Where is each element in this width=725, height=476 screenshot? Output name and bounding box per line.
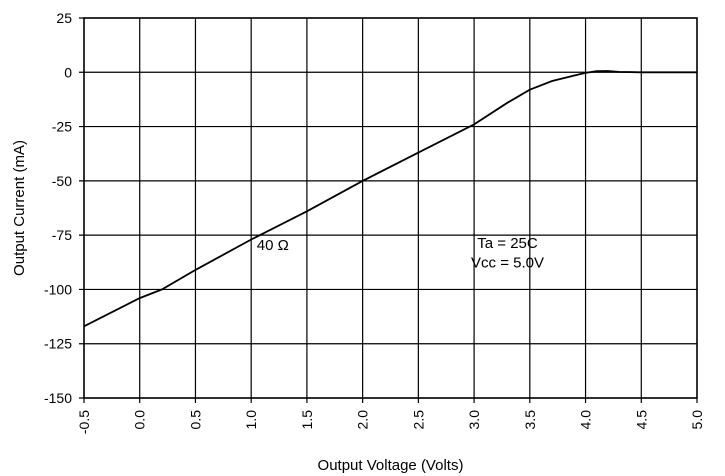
x-tick-label: -0.5 — [76, 410, 92, 434]
y-tick-label: -50 — [52, 173, 72, 189]
x-tick-label: 3.5 — [522, 410, 538, 430]
y-tick-label: -125 — [44, 336, 72, 352]
y-tick-label: -150 — [44, 390, 72, 406]
y-tick-label: 0 — [64, 64, 72, 80]
vcc-annotation: Vcc = 5.0V — [471, 255, 544, 272]
y-axis-label: Output Current (mA) — [11, 140, 28, 276]
x-tick-labels: -0.5 0.0 0.5 1.0 1.5 2.0 2.5 3.0 3.5 4.0 4.5 5.0 — [76, 410, 705, 434]
x-tick-label: 5.0 — [689, 410, 705, 430]
plot-frame — [83, 17, 698, 399]
y-tick-label: -100 — [44, 281, 72, 297]
resistance-annotation: 40 Ω — [257, 237, 289, 254]
x-tick-label: 0.0 — [132, 410, 148, 430]
x-tick-label: 1.0 — [243, 410, 259, 430]
x-tick-label: 2.0 — [355, 410, 371, 430]
x-axis-label: Output Voltage (Volts) — [318, 457, 464, 474]
x-tick-label: 4.5 — [633, 410, 649, 430]
series-line — [83, 70, 697, 328]
x-tick-label: 0.5 — [187, 410, 203, 430]
y-tick-label: -75 — [52, 227, 72, 243]
x-tick-label: 1.5 — [299, 410, 315, 430]
y-tick-label: -25 — [52, 119, 72, 135]
x-tick-label: 2.5 — [410, 410, 426, 430]
y-tick-labels: 25 0 -25 -50 -75 -100 -125 -150 — [44, 10, 72, 406]
y-tick-label: 25 — [56, 10, 72, 26]
x-tick-label: 4.0 — [578, 410, 594, 430]
x-tick-label: 3.0 — [466, 410, 482, 430]
grid-lines — [79, 17, 698, 403]
temperature-annotation: Ta = 25C — [477, 235, 538, 252]
